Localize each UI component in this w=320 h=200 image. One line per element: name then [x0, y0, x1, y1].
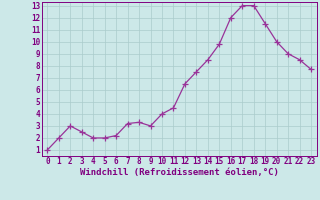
X-axis label: Windchill (Refroidissement éolien,°C): Windchill (Refroidissement éolien,°C) [80, 168, 279, 177]
